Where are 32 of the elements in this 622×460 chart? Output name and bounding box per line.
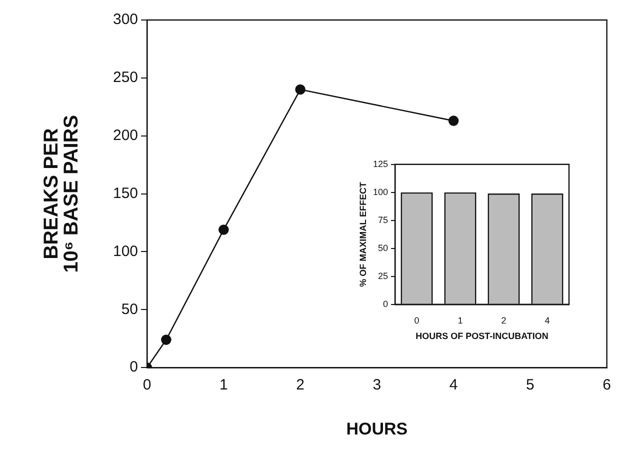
y-tick-label: 75 [378, 214, 388, 225]
x-tick-label: 0 [414, 315, 420, 326]
x-tick-label: 5 [526, 376, 534, 394]
y-tick-label: 150 [112, 184, 138, 202]
y-tick-label: 250 [112, 69, 138, 86]
y-tick-label: 50 [378, 242, 388, 253]
y-tick-label: 0 [130, 358, 138, 376]
x-tick-label: 1 [219, 376, 228, 394]
y-axis-title: % OF MAXIMAL EFFECT [358, 181, 368, 287]
x-tick-label: 3 [372, 376, 382, 394]
x-tick-label: 6 [602, 376, 611, 394]
y-tick-label: 300 [112, 11, 138, 28]
y-axis-title: BREAKS PER 10⁶ BASE PAIRS [40, 114, 83, 273]
point [448, 116, 459, 126]
y-tick-label: 100 [112, 242, 138, 260]
x-tick-label: 0 [142, 376, 152, 394]
y-tick-label: 100 [372, 186, 388, 197]
point [295, 84, 306, 95]
x-tick-label: 4 [544, 315, 550, 326]
x-axis-title: HOURS OF POST-INCUBATION [416, 331, 548, 342]
x-tick-label: 4 [449, 376, 458, 394]
point [161, 334, 172, 345]
y-tick-label: 125 [372, 158, 388, 169]
x-tick-label: 2 [501, 315, 506, 326]
point [218, 224, 229, 235]
y-tick-label: 50 [121, 300, 138, 318]
y-tick-label: 25 [378, 270, 388, 281]
x-tick-label: 1 [458, 315, 463, 326]
x-axis-title: HOURS [346, 419, 408, 438]
y-tick-label: 0 [383, 298, 388, 309]
x-tick-label: 2 [296, 376, 304, 394]
y-tick-label: 200 [112, 127, 138, 144]
